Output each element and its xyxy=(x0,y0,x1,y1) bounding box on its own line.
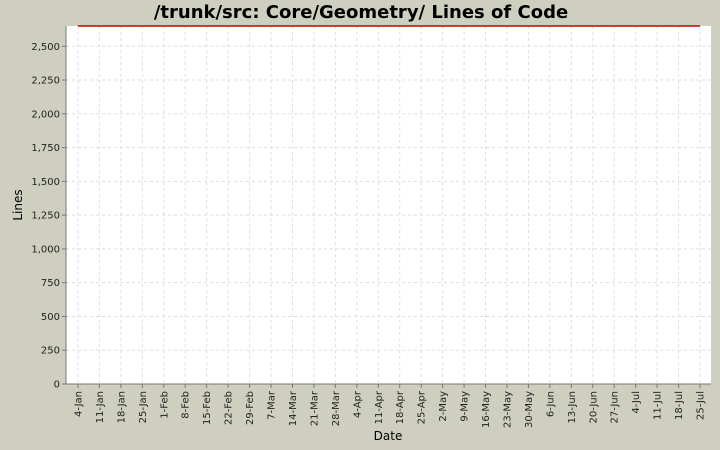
axis-layer: 0 250 500 750 1,000 1,250 1,500 1,750 2,000 2,250… xyxy=(31,26,711,428)
y-tick-label: 2,000 xyxy=(31,109,60,120)
x-tick-label: 27-Jun xyxy=(610,391,621,424)
x-tick-label: 25-Jul xyxy=(696,391,707,420)
x-tick-label: 18-Jan xyxy=(116,391,127,423)
x-tick-label: 22-Feb xyxy=(224,391,235,425)
x-tick-label: 14-Mar xyxy=(288,390,299,426)
x-tick-label: 1-Feb xyxy=(159,391,170,419)
y-tick-label: 250 xyxy=(41,346,60,357)
x-tick-label: 16-May xyxy=(481,391,492,428)
x-tick-label: 25-Apr xyxy=(417,390,428,424)
chart-title: /trunk/src: Core/Geometry/ Lines of Code xyxy=(154,2,568,23)
y-axis-label: Lines xyxy=(11,189,25,220)
x-tick-label: 23-May xyxy=(502,391,513,428)
x-tick-label: 30-May xyxy=(524,391,535,428)
y-tick-label: 0 xyxy=(54,380,60,391)
x-tick-label: 18-Apr xyxy=(395,390,406,424)
x-tick-label: 21-Mar xyxy=(309,390,320,426)
x-tick-label: 13-Jun xyxy=(567,391,578,424)
x-tick-label: 29-Feb xyxy=(245,391,256,425)
x-tick-label: 11-Jul xyxy=(653,391,664,420)
x-tick-label: 4-Jul xyxy=(631,391,642,414)
x-tick-label: 25-Jan xyxy=(138,391,149,423)
x-tick-label: 18-Jul xyxy=(674,391,685,420)
x-tick-label: 6-Jun xyxy=(545,391,556,417)
x-tick-label: 7-Mar xyxy=(267,390,278,420)
x-tick-label: 9-May xyxy=(460,391,471,422)
x-axis-label: Date xyxy=(374,429,403,443)
x-tick-label: 20-Jun xyxy=(588,391,599,424)
x-tick-label: 8-Feb xyxy=(181,391,192,419)
y-tick-label: 1,500 xyxy=(31,177,60,188)
y-tick-label: 1,750 xyxy=(31,143,60,154)
y-tick-label: 1,000 xyxy=(31,244,60,255)
x-tick-label: 11-Jan xyxy=(95,391,106,423)
x-tick-label: 15-Feb xyxy=(202,391,213,425)
x-tick-label: 4-Apr xyxy=(352,390,363,418)
y-tick-label: 500 xyxy=(41,312,60,323)
y-tick-label: 750 xyxy=(41,278,60,289)
x-tick-label: 11-Apr xyxy=(374,390,385,424)
x-tick-label: 28-Mar xyxy=(331,390,342,426)
y-tick-label: 2,500 xyxy=(31,42,60,53)
plot-area xyxy=(66,26,711,384)
y-tick-label: 2,250 xyxy=(31,76,60,87)
x-tick-label: 2-May xyxy=(438,391,449,422)
y-tick-label: 1,250 xyxy=(31,211,60,222)
x-tick-label: 4-Jan xyxy=(74,391,85,417)
